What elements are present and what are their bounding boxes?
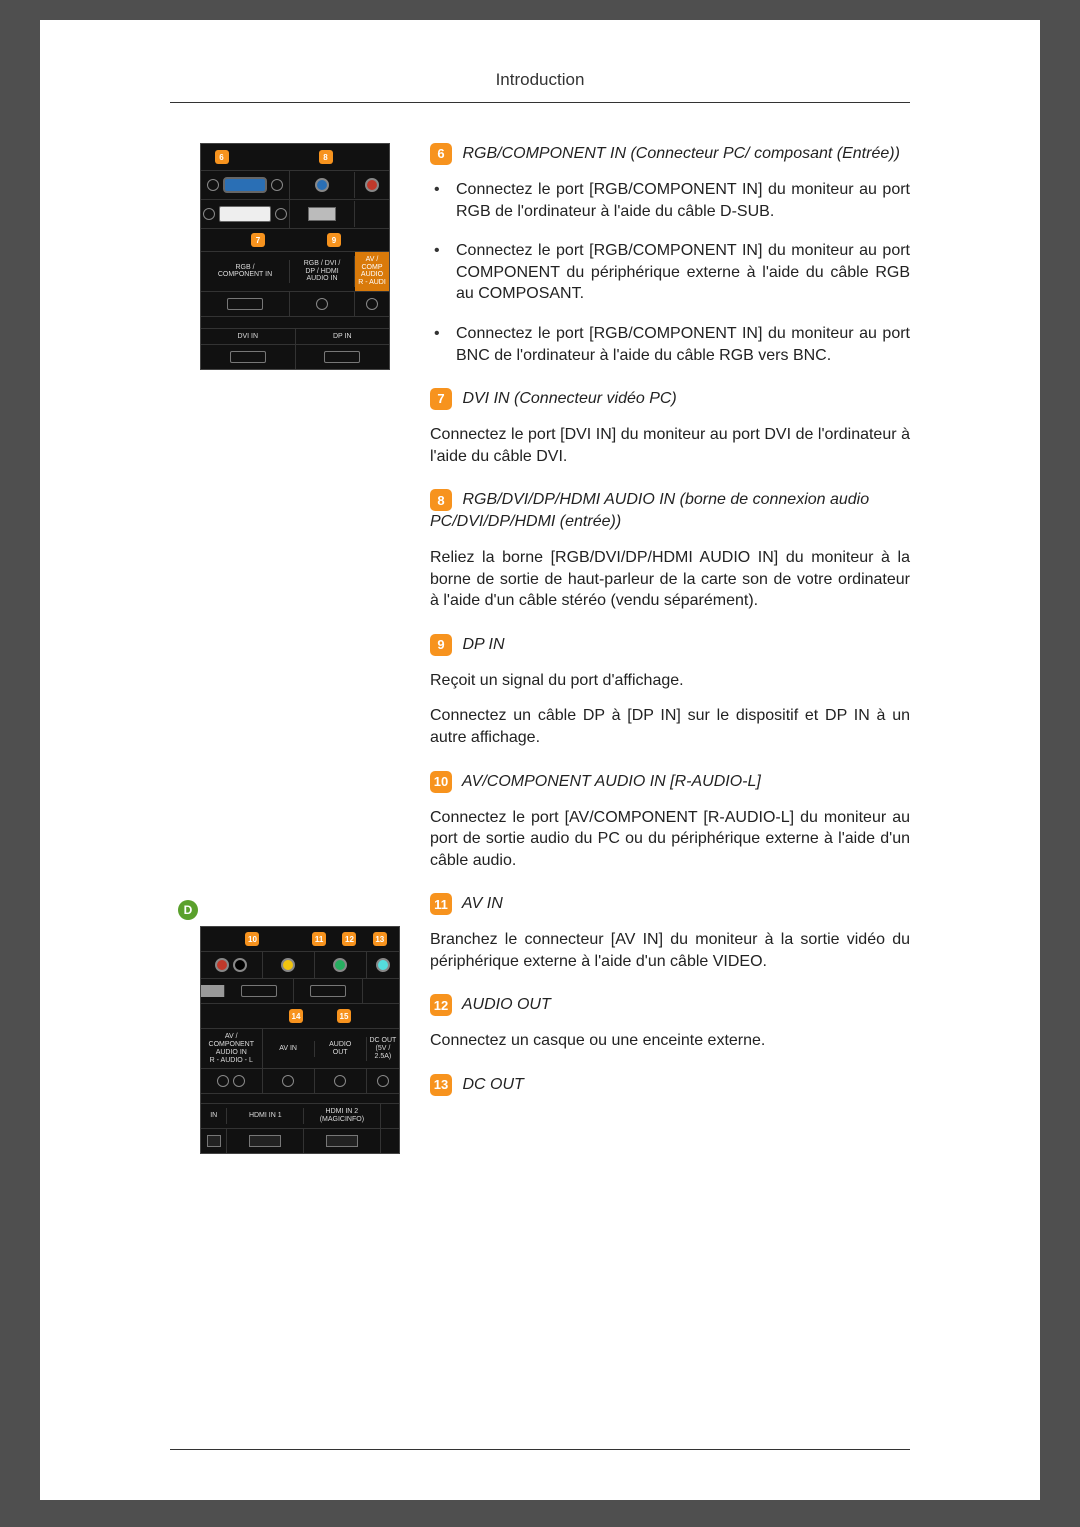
section-body: Branchez le connecteur [AV IN] du monite…	[430, 929, 910, 972]
hdmi-port-icon	[249, 1135, 281, 1147]
port-slot-icon	[230, 351, 266, 363]
section-title-text: AV/COMPONENT AUDIO IN [R-AUDIO-L]	[462, 773, 761, 790]
port-slot-icon	[310, 985, 346, 997]
hdmi-port-icon	[326, 1135, 358, 1147]
document-page: Introduction 6 8	[40, 20, 1040, 1500]
port-label-audio-out: AUDIO OUT	[315, 1037, 367, 1060]
dvi-port-icon	[219, 206, 271, 222]
section-badge-12: 12	[430, 994, 452, 1016]
diagram-badge-15: 15	[337, 1009, 351, 1023]
diagram-badge-8: 8	[319, 150, 333, 164]
section-title-text: RGB/COMPONENT IN (Connecteur PC/ composa…	[462, 145, 899, 162]
section-badge-7: 7	[430, 388, 452, 410]
section-badge-13: 13	[430, 1074, 452, 1096]
section-body: Connectez le port [DVI IN] du moniteur a…	[430, 424, 910, 467]
port-hole-icon	[366, 298, 378, 310]
content-columns: 6 8 7 9	[170, 143, 910, 1174]
section-13: 13 DC OUT	[430, 1074, 910, 1096]
diagram-badge-13: 13	[373, 932, 387, 946]
section-title-text: DC OUT	[462, 1076, 523, 1093]
section-6: 6 RGB/COMPONENT IN (Connecteur PC/ compo…	[430, 143, 910, 366]
bullet-item: Connectez le port [RGB/COMPONENT IN] du …	[430, 323, 910, 366]
diagram-badge-9: 9	[327, 233, 341, 247]
section-body: Connectez un câble DP à [DP IN] sur le d…	[430, 705, 910, 748]
port-label-av-audio: AV / COMP AUDIO R - AUDI	[355, 252, 389, 291]
section-badge-9: 9	[430, 634, 452, 656]
section-body: Connectez le port [AV/COMPONENT [R-AUDIO…	[430, 807, 910, 872]
section-10: 10 AV/COMPONENT AUDIO IN [R-AUDIO-L] Con…	[430, 771, 910, 872]
port-slot-icon	[324, 351, 360, 363]
port-label-dc-out: DC OUT (5V / 2.5A)	[367, 1033, 399, 1064]
section-7: 7 DVI IN (Connecteur vidéo PC) Connectez…	[430, 388, 910, 467]
section-title-text: RGB/DVI/DP/HDMI AUDIO IN (borne de conne…	[430, 492, 869, 531]
page-header: Introduction	[170, 70, 910, 103]
section-11: 11 AV IN Branchez le connecteur [AV IN] …	[430, 893, 910, 972]
port-label-hdmi2: HDMI IN 2 (MAGICINFO)	[304, 1104, 381, 1127]
right-column: 6 RGB/COMPONENT IN (Connecteur PC/ compo…	[430, 143, 910, 1174]
port-hole-icon	[217, 1075, 229, 1087]
port-label-dp: DP IN	[296, 329, 390, 345]
audio-jack-icon	[333, 958, 347, 972]
section-title-text: DP IN	[462, 636, 504, 653]
port-slot-icon	[227, 298, 263, 310]
diagram-badge-14: 14	[289, 1009, 303, 1023]
port-label-av-comp: AV / COMPONENT AUDIO IN R - AUDIO - L	[201, 1029, 263, 1068]
audio-jack-icon	[365, 178, 379, 192]
diagram-badge-12: 12	[342, 932, 356, 946]
screw-hole-icon	[275, 208, 287, 220]
dc-out-icon	[376, 958, 390, 972]
connector-diagram-1: 6 8 7 9	[200, 143, 390, 370]
section-badge-6: 6	[430, 143, 452, 165]
section-marker-d: D	[178, 900, 198, 920]
port-label-in: IN	[201, 1108, 227, 1124]
section-body: Reliez la borne [RGB/DVI/DP/HDMI AUDIO I…	[430, 547, 910, 612]
screw-hole-icon	[271, 179, 283, 191]
audio-jack-icon	[315, 178, 329, 192]
section-badge-8: 8	[430, 489, 452, 511]
port-slot-icon	[241, 985, 277, 997]
section-body: Connectez un casque ou une enceinte exte…	[430, 1030, 910, 1052]
port-icon	[207, 1135, 221, 1147]
section-8: 8 RGB/DVI/DP/HDMI AUDIO IN (borne de con…	[430, 489, 910, 611]
bullet-list: Connectez le port [RGB/COMPONENT IN] du …	[430, 179, 910, 366]
port-hole-icon	[282, 1075, 294, 1087]
section-title-text: AUDIO OUT	[462, 997, 551, 1014]
vga-port-icon	[223, 177, 267, 193]
diagram-badge-11: 11	[312, 932, 326, 946]
diagram-badge-6: 6	[215, 150, 229, 164]
dp-port-icon	[308, 207, 336, 221]
section-badge-10: 10	[430, 771, 452, 793]
footer-rule	[170, 1449, 910, 1450]
port-label-hdmi1: HDMI IN 1	[227, 1108, 304, 1124]
port-label-rgb: RGB / COMPONENT IN	[201, 260, 290, 283]
section-title-text: DVI IN (Connecteur vidéo PC)	[462, 390, 676, 407]
screw-hole-icon	[203, 208, 215, 220]
section-badge-11: 11	[430, 893, 452, 915]
section-9: 9 DP IN Reçoit un signal du port d'affic…	[430, 634, 910, 749]
port-label-av-in: AV IN	[263, 1041, 315, 1057]
port-label-audio-in: RGB / DVI / DP / HDMI AUDIO IN	[290, 256, 355, 287]
port-hole-icon	[377, 1075, 389, 1087]
section-body: Reçoit un signal du port d'affichage.	[430, 670, 910, 692]
connector-diagram-2: 10 11 12 13	[200, 926, 400, 1153]
left-column: 6 8 7 9	[170, 143, 410, 1174]
bullet-item: Connectez le port [RGB/COMPONENT IN] du …	[430, 179, 910, 222]
screw-hole-icon	[207, 179, 219, 191]
rca-yellow-icon	[281, 958, 295, 972]
port-hole-icon	[233, 1075, 245, 1087]
section-title-text: AV IN	[462, 896, 503, 913]
diagram-badge-7: 7	[251, 233, 265, 247]
rca-black-icon	[233, 958, 247, 972]
section-12: 12 AUDIO OUT Connectez un casque ou une …	[430, 994, 910, 1052]
port-hole-icon	[316, 298, 328, 310]
port-label-dvi: DVI IN	[201, 329, 296, 345]
port-hole-icon	[334, 1075, 346, 1087]
diagram-badge-10: 10	[245, 932, 259, 946]
bullet-item: Connectez le port [RGB/COMPONENT IN] du …	[430, 240, 910, 305]
rca-red-icon	[215, 958, 229, 972]
